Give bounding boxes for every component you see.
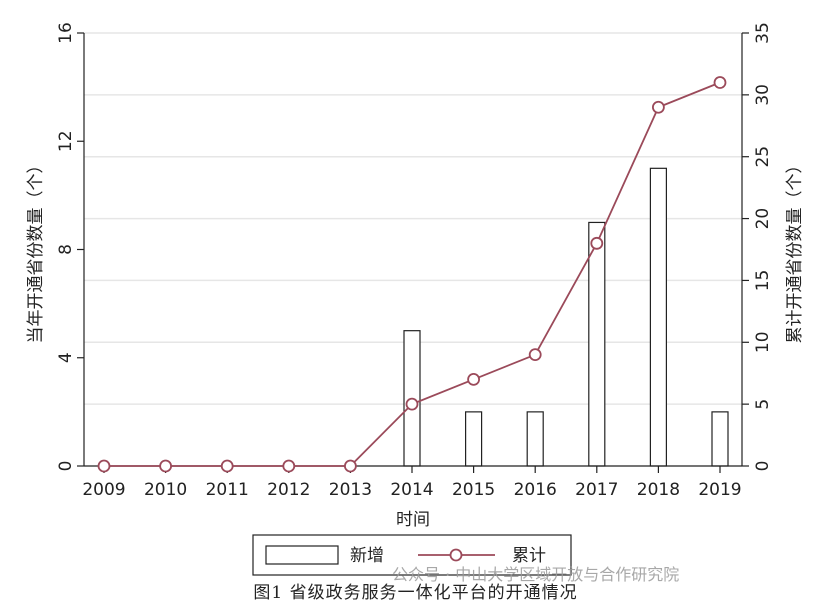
- x-tick-label: 2010: [144, 480, 187, 500]
- point-2019: [713, 76, 727, 89]
- legend-marker: [449, 548, 463, 562]
- point-2017: [590, 236, 604, 250]
- right-tick-label: 20: [753, 208, 773, 230]
- tick-labels: 0 4 8 12 16 0 5 10 15 20 25 30 35 2009 2010 2011 2012 201…: [56, 22, 773, 500]
- y-axis-title-left: 当年开通省份数量（个）: [26, 157, 46, 344]
- left-tick-label: 8: [56, 244, 76, 255]
- x-tick-label: 2017: [575, 480, 618, 500]
- point-2016: [528, 348, 542, 362]
- x-tick-label: 2015: [452, 480, 495, 500]
- point-2015: [467, 372, 481, 386]
- bar-2015: [465, 411, 483, 467]
- x-tick-label: 2012: [267, 480, 310, 500]
- x-tick-label: 2016: [514, 480, 557, 500]
- x-tick-label: 2018: [637, 480, 680, 500]
- left-tick-label: 12: [56, 130, 76, 152]
- x-axis-title: 时间: [396, 510, 430, 530]
- right-tick-label: 5: [753, 399, 773, 410]
- bar-2016: [526, 411, 544, 467]
- right-tick-label: 35: [753, 22, 773, 44]
- point-2011: [220, 459, 234, 473]
- right-tick-label: 25: [753, 146, 773, 168]
- right-tick-label: 30: [753, 84, 773, 106]
- y-axis-title-right: 累计开通省份数量（个）: [785, 157, 805, 344]
- right-tick-label: 0: [753, 461, 773, 472]
- point-2014: [405, 397, 419, 411]
- cumulative-line: [97, 76, 727, 473]
- left-tick-label: 4: [56, 352, 76, 363]
- bar-2017: [588, 221, 606, 467]
- legend-label-new: 新增: [350, 546, 384, 566]
- x-tick-label: 2009: [82, 480, 125, 500]
- point-2018: [652, 100, 665, 114]
- point-2012: [282, 459, 296, 473]
- bar-2019: [711, 411, 729, 467]
- left-tick-label: 0: [56, 461, 76, 472]
- legend-label-cumulative: 累计: [512, 546, 546, 566]
- watermark: 公众号 · 中山大学区域开放与合作研究院: [392, 565, 680, 584]
- point-2009: [97, 459, 111, 473]
- bar-2018: [649, 167, 668, 467]
- x-tick-label: 2019: [698, 480, 741, 500]
- legend: 新增 累计: [252, 534, 572, 576]
- figure-caption: 图1 省级政务服务一体化平台的开通情况: [253, 583, 578, 603]
- x-tick-label: 2014: [390, 480, 433, 500]
- point-2013: [343, 459, 357, 473]
- right-tick-label: 10: [753, 331, 773, 353]
- x-tick-label: 2011: [206, 480, 249, 500]
- right-tick-label: 15: [753, 270, 773, 292]
- legend-bar-swatch: [265, 545, 339, 565]
- grid-lines: [84, 32, 742, 405]
- x-tick-label: 2013: [329, 480, 372, 500]
- left-tick-label: 16: [56, 22, 76, 44]
- point-2010: [159, 459, 173, 473]
- axis-titles: 当年开通省份数量（个） 累计开通省份数量（个） 时间: [26, 157, 805, 531]
- bars: [403, 167, 729, 467]
